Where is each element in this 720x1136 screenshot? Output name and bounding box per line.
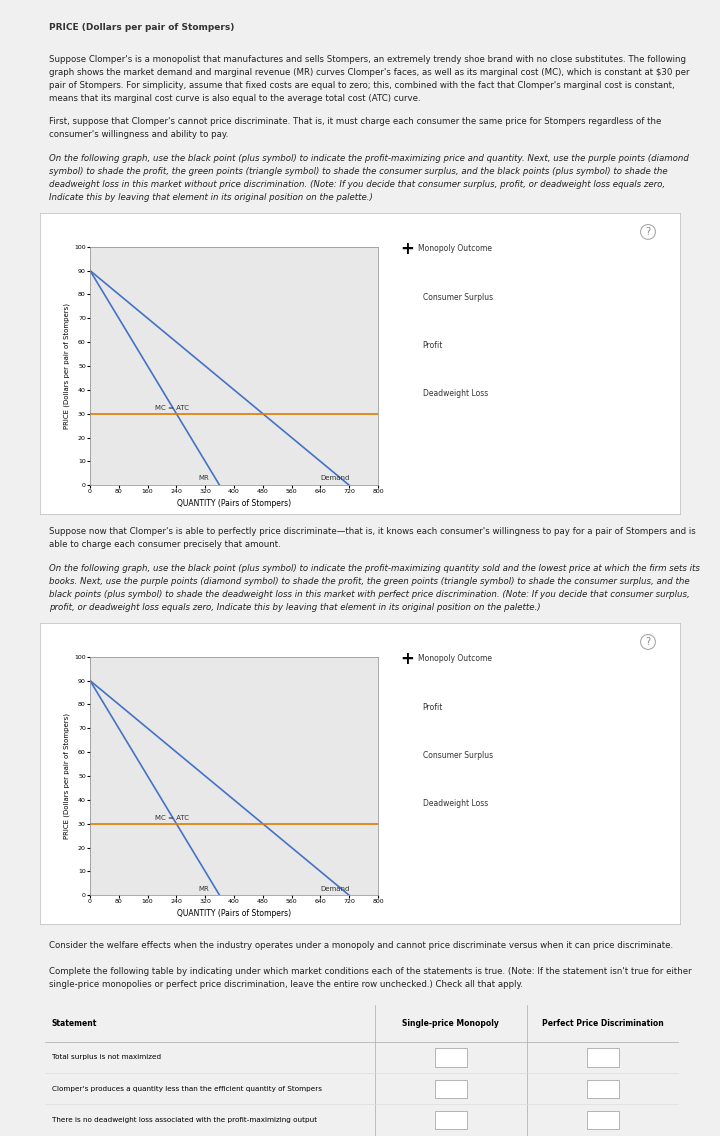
Y-axis label: PRICE (Dollars per pair of Stompers): PRICE (Dollars per pair of Stompers) [63, 713, 70, 840]
Bar [435, 1111, 467, 1129]
Text: MC = ATC: MC = ATC [155, 406, 189, 411]
Bar [435, 1079, 467, 1097]
Text: PRICE (Dollars per pair of Stompers): PRICE (Dollars per pair of Stompers) [49, 23, 234, 32]
Text: +: + [400, 240, 414, 258]
Text: MR: MR [198, 476, 209, 482]
Bar [587, 1111, 618, 1129]
Bar [587, 1079, 618, 1097]
Text: Demand: Demand [320, 885, 350, 892]
Text: means that its marginal cost curve is also equal to the average total cost (ATC): means that its marginal cost curve is al… [49, 93, 420, 102]
X-axis label: QUANTITY (Pairs of Stompers): QUANTITY (Pairs of Stompers) [177, 909, 291, 918]
Text: ?: ? [645, 227, 651, 237]
Text: black points (plus symbol) to shade the deadweight loss in this market with perf: black points (plus symbol) to shade the … [49, 590, 690, 599]
Text: Consumer Surplus: Consumer Surplus [423, 751, 492, 760]
Text: profit, or deadweight loss equals zero, Indicate this by leaving that element in: profit, or deadweight loss equals zero, … [49, 603, 541, 612]
Text: Single-price Monopoly: Single-price Monopoly [402, 1019, 499, 1028]
Text: MC = ATC: MC = ATC [155, 816, 189, 821]
Bar [587, 1049, 618, 1067]
X-axis label: QUANTITY (Pairs of Stompers): QUANTITY (Pairs of Stompers) [177, 499, 291, 508]
Text: Monopoly Outcome: Monopoly Outcome [418, 654, 492, 663]
Text: deadweight loss in this market without price discrimination. (Note: If you decid: deadweight loss in this market without p… [49, 179, 665, 189]
Text: Complete the following table by indicating under which market conditions each of: Complete the following table by indicati… [49, 967, 692, 976]
Text: Deadweight Loss: Deadweight Loss [423, 799, 488, 808]
Text: single-price monopolies or perfect price discrimination, leave the entire row un: single-price monopolies or perfect price… [49, 980, 523, 989]
Text: +: + [400, 650, 414, 668]
Text: Suppose now that Clomper's is able to perfectly price discriminate—that is, it k: Suppose now that Clomper's is able to pe… [49, 527, 696, 536]
Text: Clomper's produces a quantity less than the efficient quantity of Stompers: Clomper's produces a quantity less than … [52, 1086, 322, 1092]
Text: Profit: Profit [423, 703, 443, 712]
Text: Deadweight Loss: Deadweight Loss [423, 389, 488, 398]
Text: ?: ? [645, 637, 651, 648]
Text: On the following graph, use the black point (plus symbol) to indicate the profit: On the following graph, use the black po… [49, 563, 700, 573]
Text: Consumer Surplus: Consumer Surplus [423, 293, 492, 302]
Bar [435, 1049, 467, 1067]
Text: MR: MR [198, 885, 209, 892]
Text: Indicate this by leaving that element in its original position on the palette.): Indicate this by leaving that element in… [49, 193, 373, 202]
Text: graph shows the market demand and marginal revenue (MR) curves Clomper's faces, : graph shows the market demand and margin… [49, 68, 690, 76]
Text: Perfect Price Discrimination: Perfect Price Discrimination [542, 1019, 664, 1028]
Text: symbol) to shade the profit, the green points (triangle symbol) to shade the con: symbol) to shade the profit, the green p… [49, 167, 667, 176]
Text: Total surplus is not maximized: Total surplus is not maximized [52, 1054, 161, 1060]
Text: pair of Stompers. For simplicity, assume that fixed costs are equal to zero; thi: pair of Stompers. For simplicity, assume… [49, 81, 675, 90]
Text: There is no deadweight loss associated with the profit-maximizing output: There is no deadweight loss associated w… [52, 1117, 317, 1124]
Bar [45, 1005, 679, 1042]
Text: books. Next, use the purple points (diamond symbol) to shade the profit, the gre: books. Next, use the purple points (diam… [49, 577, 690, 586]
Y-axis label: PRICE (Dollars per pair of Stompers): PRICE (Dollars per pair of Stompers) [63, 303, 70, 429]
Text: consumer's willingness and ability to pay.: consumer's willingness and ability to pa… [49, 131, 228, 140]
Text: Profit: Profit [423, 341, 443, 350]
Text: Statement: Statement [52, 1019, 97, 1028]
Text: First, suppose that Clomper's cannot price discriminate. That is, it must charge: First, suppose that Clomper's cannot pri… [49, 117, 662, 126]
Text: able to charge each consumer precisely that amount.: able to charge each consumer precisely t… [49, 541, 281, 550]
Text: Demand: Demand [320, 476, 350, 482]
Text: On the following graph, use the black point (plus symbol) to indicate the profit: On the following graph, use the black po… [49, 153, 689, 162]
Text: Suppose Clomper's is a monopolist that manufactures and sells Stompers, an extre: Suppose Clomper's is a monopolist that m… [49, 55, 686, 64]
Text: Monopoly Outcome: Monopoly Outcome [418, 244, 492, 253]
Text: Consider the welfare effects when the industry operates under a monopoly and can: Consider the welfare effects when the in… [49, 941, 673, 950]
